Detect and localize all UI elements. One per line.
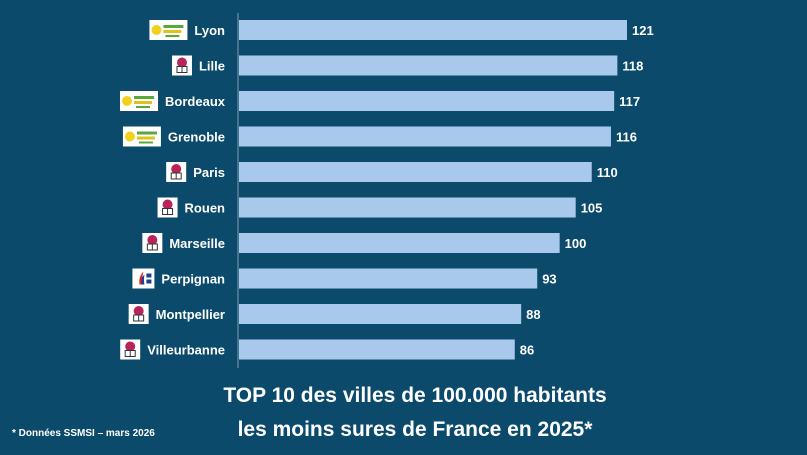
bar-paris bbox=[239, 162, 592, 182]
bar-villeurbanne bbox=[239, 339, 515, 360]
bar-lille bbox=[239, 55, 618, 76]
value-label-bordeaux: 117 bbox=[619, 94, 640, 109]
chart-title-line-2: les moins sures de France en 2025* bbox=[237, 418, 593, 441]
category-label-montpellier: Montpellier bbox=[156, 307, 225, 322]
value-label-lille: 118 bbox=[622, 59, 643, 74]
category-label-lyon: Lyon bbox=[194, 23, 225, 38]
socialist-party-logo bbox=[171, 55, 192, 76]
socialist-party-logo bbox=[142, 233, 163, 253]
value-label-grenoble: 116 bbox=[616, 130, 637, 145]
category-label-rouen: Rouen bbox=[185, 201, 226, 216]
source-footnote: * Données SSMSI – mars 2026 bbox=[12, 428, 155, 439]
ecologie-les-verts-logo bbox=[149, 20, 188, 40]
socialist-party-logo bbox=[166, 162, 187, 182]
bar-perpignan bbox=[239, 268, 538, 289]
bar-grenoble bbox=[239, 126, 611, 147]
socialist-party-logo bbox=[120, 339, 141, 360]
category-label-marseille: Marseille bbox=[169, 236, 225, 251]
socialist-party-logo bbox=[128, 304, 149, 324]
bar-montpellier bbox=[239, 304, 522, 324]
category-label-perpignan: Perpignan bbox=[161, 272, 225, 287]
bar-chart: 121 Lyon 118 Lille 117 Bordeaux 116 Grenoble 110… bbox=[120, 13, 654, 368]
chart-title-line-1: TOP 10 des villes de 100.000 habitants bbox=[223, 384, 607, 407]
bar-marseille bbox=[239, 233, 560, 253]
ecologie-les-verts-logo bbox=[122, 126, 161, 147]
category-label-bordeaux: Bordeaux bbox=[165, 94, 226, 109]
category-label-paris: Paris bbox=[193, 165, 225, 180]
bar-rouen bbox=[239, 197, 576, 218]
value-label-villeurbanne: 86 bbox=[520, 343, 534, 358]
value-label-lyon: 121 bbox=[632, 23, 654, 38]
value-label-montpellier: 88 bbox=[526, 307, 540, 322]
category-label-grenoble: Grenoble bbox=[168, 130, 225, 145]
value-label-marseille: 100 bbox=[565, 236, 587, 251]
value-label-perpignan: 93 bbox=[542, 272, 556, 287]
bar-bordeaux bbox=[239, 91, 615, 111]
socialist-party-logo bbox=[157, 197, 178, 218]
value-label-paris: 110 bbox=[597, 165, 618, 180]
ecologie-les-verts-logo bbox=[120, 91, 159, 111]
category-label-lille: Lille bbox=[199, 59, 225, 74]
rassemblement-national-logo bbox=[132, 268, 155, 289]
category-label-villeurbanne: Villeurbanne bbox=[147, 343, 225, 358]
value-label-rouen: 105 bbox=[581, 201, 603, 216]
bar-lyon bbox=[239, 20, 627, 40]
